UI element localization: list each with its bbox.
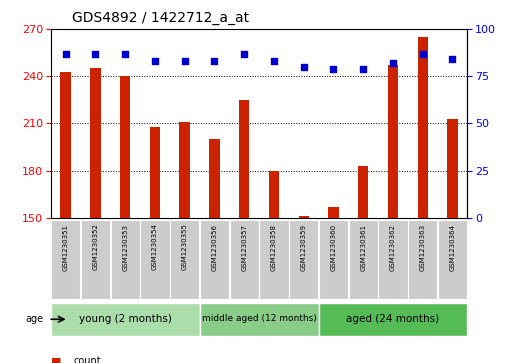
Point [121, 51, 129, 57]
Text: GSM1230359: GSM1230359 [301, 224, 307, 270]
Text: GSM1230354: GSM1230354 [152, 224, 158, 270]
Bar [111, 220, 140, 299]
Point [91, 51, 100, 57]
Text: GDS4892 / 1422712_a_at: GDS4892 / 1422712_a_at [72, 11, 249, 25]
Point [240, 51, 248, 57]
Bar [209, 139, 219, 218]
Point [389, 60, 397, 66]
Point [151, 58, 159, 64]
Text: middle aged (12 months): middle aged (12 months) [202, 314, 316, 323]
Bar [299, 216, 309, 218]
Point [181, 58, 189, 64]
Text: GSM1230355: GSM1230355 [182, 224, 187, 270]
Bar [150, 127, 160, 218]
Bar [200, 303, 319, 336]
Bar [269, 171, 279, 218]
Text: GSM1230351: GSM1230351 [62, 224, 69, 270]
Text: GSM1230360: GSM1230360 [331, 224, 336, 271]
Bar [328, 207, 339, 218]
Bar [408, 220, 437, 299]
Bar [319, 303, 467, 336]
Bar [81, 220, 110, 299]
Text: young (2 months): young (2 months) [79, 314, 172, 324]
Text: GSM1230353: GSM1230353 [122, 224, 128, 270]
Bar [239, 100, 249, 218]
Bar [60, 72, 71, 218]
Text: GSM1230357: GSM1230357 [241, 224, 247, 270]
Bar [260, 220, 289, 299]
Text: GSM1230364: GSM1230364 [450, 224, 456, 270]
Point [270, 58, 278, 64]
Bar [289, 220, 319, 299]
Text: GSM1230358: GSM1230358 [271, 224, 277, 270]
Bar [348, 220, 378, 299]
Point [61, 51, 70, 57]
Text: GSM1230352: GSM1230352 [92, 224, 99, 270]
Point [419, 51, 427, 57]
Bar [319, 220, 348, 299]
Point [449, 56, 457, 62]
Bar [51, 220, 80, 299]
Bar [140, 220, 170, 299]
Bar [230, 220, 259, 299]
Bar [378, 220, 407, 299]
Point [210, 58, 218, 64]
Bar [200, 220, 229, 299]
Bar [447, 119, 458, 218]
Point [359, 66, 367, 72]
Text: ■: ■ [51, 356, 61, 363]
Text: age: age [25, 314, 43, 325]
Bar [170, 220, 199, 299]
Bar [388, 65, 398, 218]
Point [329, 66, 337, 72]
Bar [179, 122, 190, 218]
Text: count: count [74, 356, 101, 363]
Bar [418, 37, 428, 218]
Bar [51, 303, 200, 336]
Text: GSM1230356: GSM1230356 [211, 224, 217, 270]
Bar [120, 76, 131, 218]
Bar [358, 166, 368, 218]
Bar [438, 220, 467, 299]
Text: aged (24 months): aged (24 months) [346, 314, 439, 324]
Text: GSM1230362: GSM1230362 [390, 224, 396, 270]
Text: GSM1230363: GSM1230363 [420, 224, 426, 271]
Bar [90, 68, 101, 218]
Point [300, 64, 308, 70]
Text: GSM1230361: GSM1230361 [360, 224, 366, 271]
